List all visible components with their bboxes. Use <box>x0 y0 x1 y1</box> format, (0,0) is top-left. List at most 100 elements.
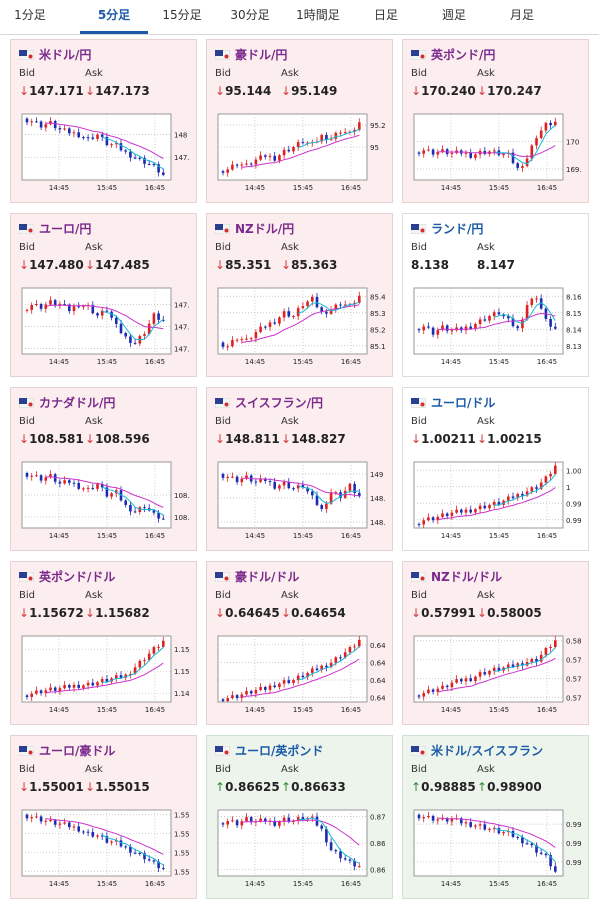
candle-body <box>464 678 468 682</box>
candle-body <box>469 822 472 827</box>
candle-body <box>235 820 239 826</box>
mini-candlestick-chart[interactable]: 147.5 148 14:45 15:45 16:45 <box>19 110 194 194</box>
arrow-up-icon: ↑ <box>281 780 292 794</box>
candle-body <box>268 685 272 690</box>
candle-body <box>511 152 515 164</box>
rate-card: カナダドル/円BidAsk↓108.581↓108.596108.6108.81… <box>10 387 197 551</box>
candle-body <box>436 688 440 692</box>
candle-body <box>39 304 43 309</box>
mini-candlestick-chart[interactable]: 8.13 8.14 8.15 8.16 14:45 15:45 16:45 <box>411 284 582 368</box>
candle-body <box>39 816 43 822</box>
mini-candlestick-chart[interactable]: 85.1 85.2 85.3 85.4 14:45 15:45 16:45 <box>215 284 386 368</box>
mini-candlestick-chart[interactable]: 169.5 170 14:45 15:45 16:45 <box>411 110 586 194</box>
candle-body <box>100 678 104 683</box>
candle-body <box>35 121 38 123</box>
candle-body <box>35 816 38 818</box>
tab-0[interactable]: 1分足 <box>14 8 46 22</box>
mini-candlestick-chart[interactable]: 95 95.2 14:45 15:45 16:45 <box>215 110 386 194</box>
rate-card: スイスフラン/円BidAsk↓148.811↓148.827148.6148.8… <box>206 387 393 551</box>
candle-body <box>427 689 430 694</box>
tab-3[interactable]: 30分足 <box>230 8 270 22</box>
mini-candlestick-chart[interactable]: 1.145 1.15 1.155 14:45 15:45 16:45 <box>19 632 194 716</box>
pair-title: ランド/円 <box>431 222 484 236</box>
candle-body <box>133 852 137 854</box>
y-tick-label: 8.14 <box>566 326 581 334</box>
candle-body <box>226 476 229 478</box>
pair-title-link[interactable]: 英ポンド/円 <box>411 46 495 62</box>
candle-body <box>268 322 272 328</box>
mini-candlestick-chart[interactable]: 0.866 0.868 0.87 14:45 15:45 16:45 <box>215 806 391 890</box>
candle-body <box>455 679 458 683</box>
mini-candlestick-chart[interactable]: 0.574 0.576 0.578 0.58 14:45 15:45 16:45 <box>411 632 587 716</box>
tab-4[interactable]: 1時間足 <box>296 8 340 22</box>
y-tick-label: 170 <box>566 139 579 147</box>
candle-body <box>301 142 305 144</box>
mini-candlestick-chart[interactable]: 0.996 0.998 1 1.002 14:45 15:45 16:45 <box>411 458 587 542</box>
x-tick-label: 15:45 <box>489 532 509 540</box>
pair-title-link[interactable]: 英ポンド/ドル <box>19 568 115 584</box>
au-jp-flag <box>215 50 230 60</box>
y-tick-label: 148.6 <box>370 519 385 527</box>
candle-body <box>287 311 291 317</box>
pair-title-link[interactable]: 米ドル/円 <box>19 46 91 62</box>
x-tick-label: 15:45 <box>97 706 117 714</box>
mini-candlestick-chart[interactable]: 108.6 108.8 14:45 15:45 16:45 <box>19 458 195 542</box>
candle-body <box>521 166 524 168</box>
tab-5[interactable]: 日足 <box>373 8 398 22</box>
pair-title-link[interactable]: スイスフラン/円 <box>215 394 323 410</box>
candle-body <box>358 122 361 130</box>
candle-body <box>240 821 244 826</box>
candle-body <box>521 319 524 329</box>
candle-body <box>516 663 519 667</box>
pair-title-link[interactable]: NZドル/ドル <box>411 568 502 584</box>
pair-title-link[interactable]: ユーロ/円 <box>19 220 91 236</box>
pair-title-link[interactable]: NZドル/円 <box>215 220 294 236</box>
x-tick-label: 16:45 <box>537 880 557 888</box>
candle-body <box>544 122 548 131</box>
mini-candlestick-chart[interactable]: 148.6 148.8 149 14:45 15:45 16:45 <box>215 458 391 542</box>
tab-1[interactable]: 5分足 <box>80 0 148 34</box>
ask-value-group: 8.147 <box>477 258 515 272</box>
ask-label: Ask <box>477 68 495 79</box>
candle-body <box>86 682 90 686</box>
candle-body <box>311 668 314 673</box>
candle-body <box>100 835 104 837</box>
tab-7[interactable]: 月足 <box>509 8 534 22</box>
mini-candlestick-chart[interactable]: 147.2 147.4 147.6 14:45 15:45 16:45 <box>19 284 195 368</box>
candle-body <box>469 152 472 158</box>
candle-body <box>278 155 281 161</box>
candle-body <box>143 853 146 860</box>
y-tick-label: 1 <box>566 484 570 492</box>
candle-body <box>63 303 66 305</box>
candle-body <box>464 509 468 513</box>
candle-body <box>292 680 295 683</box>
pair-title-link[interactable]: ユーロ/豪ドル <box>19 742 115 758</box>
pair-title-link[interactable]: 豪ドル/ドル <box>215 568 299 584</box>
pair-title-link[interactable]: カナダドル/円 <box>19 394 115 410</box>
mini-candlestick-chart[interactable]: 1.55 1.552 1.554 1.556 14:45 15:45 16:45 <box>19 806 195 890</box>
candle-body <box>329 492 333 504</box>
candle-body <box>296 817 300 821</box>
ask-value: 0.98900 <box>487 780 542 794</box>
mini-candlestick-chart[interactable]: 0.99 0.992 0.994 14:45 15:45 16:45 <box>411 806 587 890</box>
mini-candlestick-chart[interactable]: 0.64 0.642 0.644 0.646 14:45 15:45 16:45 <box>215 632 391 716</box>
candle-body <box>86 487 90 489</box>
candle-body <box>72 132 76 134</box>
bid-value: 0.98885 <box>421 780 476 794</box>
tab-6[interactable]: 週足 <box>441 8 466 22</box>
candle-body <box>249 163 253 165</box>
y-tick-label: 147.5 <box>174 154 189 162</box>
candle-body <box>511 664 515 667</box>
pair-title-link[interactable]: 米ドル/スイスフラン <box>411 742 543 758</box>
candle-body <box>492 312 496 317</box>
pair-title-link[interactable]: ユーロ/英ポンド <box>215 742 323 758</box>
ask-value-group: ↓1.00215 <box>477 432 542 446</box>
candle-body <box>231 340 234 347</box>
tab-2[interactable]: 15分足 <box>162 8 202 22</box>
pair-title-link[interactable]: ユーロ/ドル <box>411 394 495 410</box>
y-tick-label: 85.1 <box>370 343 385 351</box>
candle-body <box>353 129 356 132</box>
candle-body <box>63 822 66 824</box>
pair-title-link[interactable]: 豪ドル/円 <box>215 46 287 62</box>
pair-title-link[interactable]: ランド/円 <box>411 220 483 236</box>
